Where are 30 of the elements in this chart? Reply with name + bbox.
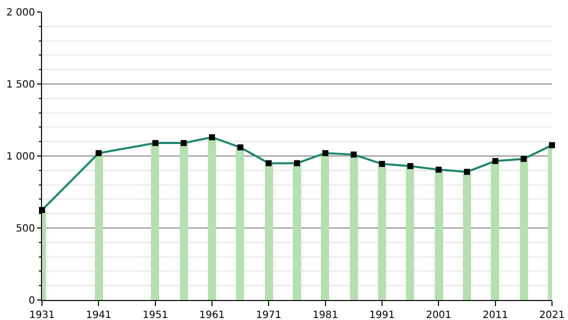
y-tick-label: 1 000	[6, 152, 35, 162]
bar	[520, 159, 528, 300]
bar	[236, 147, 244, 300]
x-tick-label: 2021	[539, 310, 565, 320]
bar	[406, 166, 414, 300]
bar	[491, 161, 499, 300]
y-tick-label: 1 500	[6, 80, 35, 90]
bar	[208, 137, 216, 300]
x-tick-label: 1971	[256, 310, 282, 320]
bar	[463, 172, 471, 300]
x-tick-label: 2011	[482, 310, 508, 320]
bar	[180, 143, 188, 300]
x-tick-label: 1991	[369, 310, 395, 320]
x-tick-label: 2001	[426, 310, 452, 320]
bar	[95, 153, 103, 300]
x-tick-label: 1961	[199, 310, 225, 320]
bar	[293, 163, 301, 300]
bar	[321, 153, 329, 300]
x-tick-label: 1931	[29, 310, 55, 320]
x-tick-label: 1951	[142, 310, 168, 320]
bar	[151, 143, 159, 300]
bar	[265, 163, 273, 300]
bar	[378, 164, 386, 300]
x-tick-label: 1981	[312, 310, 338, 320]
y-tick-label: 2 000	[6, 8, 35, 18]
y-tick-label: 500	[16, 224, 35, 234]
bar	[435, 170, 443, 300]
y-tick-label: 0	[28, 296, 35, 306]
bar	[350, 155, 358, 300]
x-tick-label: 1941	[86, 310, 112, 320]
